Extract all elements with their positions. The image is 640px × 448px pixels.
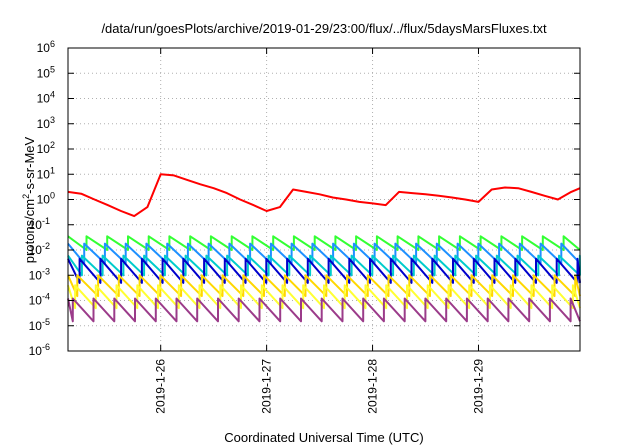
x-tick-label: 2019-1-28 — [366, 359, 380, 414]
y-tick-label: 106 — [37, 39, 55, 55]
y-tick-exp: -3 — [42, 266, 50, 276]
chart-title: /data/run/goesPlots/archive/2019-01-29/2… — [101, 21, 547, 36]
series-line — [67, 297, 581, 323]
y-tick-label: 10-6 — [29, 342, 50, 358]
y-tick-label: 103 — [37, 115, 55, 131]
y-tick-base: 10 — [29, 268, 43, 282]
y-tick-label: 10-4 — [29, 292, 50, 308]
y-tick-base: 10 — [29, 344, 43, 358]
y-axis: 10610510410310210110010-110-210-310-410-… — [29, 39, 580, 358]
y-axis-label-sup: 2 — [21, 194, 31, 199]
x-axis-label: Coordinated Universal Time (UTC) — [224, 430, 423, 445]
y-tick-base: 10 — [37, 167, 51, 181]
y-tick-base: 10 — [29, 243, 43, 257]
y-tick-base: 10 — [37, 142, 51, 156]
y-tick-base: 10 — [37, 92, 51, 106]
y-tick-label: 101 — [37, 165, 55, 181]
y-tick-base: 10 — [29, 218, 43, 232]
y-tick-label: 102 — [37, 140, 55, 156]
y-tick-exp: 0 — [50, 191, 55, 201]
y-tick-exp: -1 — [42, 216, 50, 226]
y-tick-base: 10 — [29, 294, 43, 308]
y-axis-label-prefix: protons/cm — [22, 199, 37, 263]
series-line — [67, 254, 581, 277]
x-tick-label: 2019-1-29 — [471, 359, 485, 414]
y-tick-exp: -6 — [42, 342, 50, 352]
series-line — [67, 173, 581, 218]
y-tick-exp: -5 — [42, 317, 50, 327]
y-tick-label: 105 — [37, 64, 55, 80]
y-tick-base: 10 — [37, 66, 51, 80]
y-axis-label: protons/cm2-s-sr-MeV — [21, 136, 37, 263]
series-line — [67, 257, 581, 284]
y-tick-base: 10 — [37, 41, 51, 55]
x-tick-label: 2019-1-26 — [154, 359, 168, 414]
series-line — [67, 284, 581, 310]
y-tick-exp: 1 — [50, 165, 55, 175]
x-tick-label: 2019-1-27 — [260, 359, 274, 414]
y-tick-exp: -2 — [42, 241, 50, 251]
y-axis-label-suffix: -s-sr-MeV — [22, 136, 37, 193]
y-tick-exp: 6 — [50, 39, 55, 49]
y-tick-exp: 2 — [50, 140, 55, 150]
y-tick-label: 104 — [37, 90, 55, 106]
y-tick-label: 10-5 — [29, 317, 50, 333]
y-tick-label: 10-2 — [29, 241, 50, 257]
y-tick-label: 10-3 — [29, 266, 50, 282]
y-tick-label: 10-1 — [29, 216, 50, 232]
series-line — [67, 235, 581, 251]
y-tick-exp: 5 — [50, 64, 55, 74]
y-tick-base: 10 — [37, 193, 51, 207]
y-tick-label: 100 — [37, 191, 55, 207]
y-tick-base: 10 — [37, 117, 51, 131]
series-line — [67, 274, 581, 298]
series-layer — [67, 173, 581, 323]
y-tick-exp: -4 — [42, 292, 50, 302]
y-tick-base: 10 — [29, 319, 43, 333]
x-axis: 2019-1-26 2019-1-27 2019-1-28 2019-1-29 — [154, 48, 485, 414]
y-tick-exp: 4 — [50, 90, 55, 100]
y-tick-exp: 3 — [50, 115, 55, 125]
